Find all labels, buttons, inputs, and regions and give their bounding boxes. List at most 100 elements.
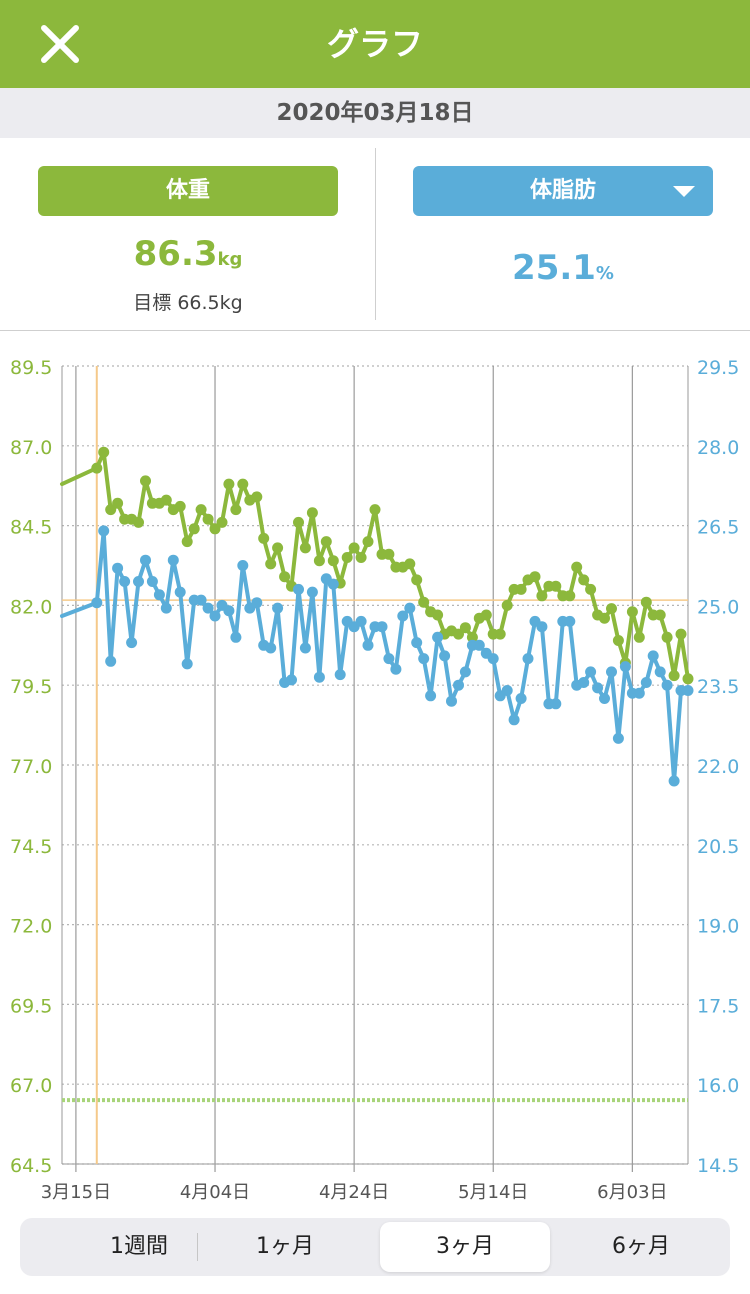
period-3-months[interactable]: 3ヶ月	[380, 1222, 550, 1272]
y-left-tick-label: 77.0	[10, 756, 52, 778]
body-fat-series-point	[453, 679, 464, 691]
weight-series-point	[550, 580, 562, 592]
body-fat-series-point	[459, 666, 471, 678]
y-left-tick-label: 74.5	[10, 836, 52, 858]
selected-date: 2020年03月18日	[0, 88, 750, 138]
weight-series-point	[564, 590, 576, 602]
body-fat-series-point	[181, 658, 193, 670]
body-fat-series-point	[599, 693, 610, 704]
body-fat-series-point	[585, 666, 597, 678]
weight-series-point	[536, 590, 548, 602]
y-right-tick-label: 26.5	[697, 517, 739, 539]
body-fat-series-point	[237, 560, 249, 571]
body-fat-series-point	[265, 642, 277, 654]
body-fat-dropdown[interactable]: 体脂肪	[413, 166, 713, 216]
period-divider	[197, 1233, 198, 1261]
body-fat-series-point	[251, 597, 263, 609]
body-fat-series-point	[293, 583, 304, 595]
y-left-tick-label: 69.5	[10, 995, 52, 1017]
weight-tab-button[interactable]: 体重	[38, 166, 338, 216]
body-fat-series-point	[160, 602, 172, 614]
weight-series-point	[299, 542, 311, 554]
page-title: グラフ	[326, 25, 423, 63]
weight-series-point	[668, 670, 680, 682]
weight-series-point	[181, 536, 193, 548]
weight-series-point	[453, 628, 464, 640]
body-fat-series-point	[112, 562, 124, 574]
body-fat-series-point	[119, 576, 131, 587]
body-fat-series-point	[612, 732, 624, 744]
body-fat-series-point	[362, 639, 374, 651]
body-fat-series-point	[619, 661, 631, 673]
weight-series-point	[411, 574, 423, 586]
body-fat-series-point	[334, 669, 346, 681]
period-1-month[interactable]: 1ヶ月	[256, 1234, 314, 1259]
weight-series-point	[230, 504, 242, 516]
weight-fat-chart[interactable]: 89.5 29.5 87.0 28.0 84.5 26.5 82.0 25.0 79.5 23.5…	[0, 331, 750, 1211]
y-right-tick-label: 22.0	[697, 756, 739, 778]
body-fat-series-point	[91, 597, 103, 609]
weight-series-point	[466, 631, 478, 643]
body-fat-series-point	[195, 594, 207, 606]
body-fat-series-point	[432, 631, 444, 643]
body-fat-series-line	[60, 528, 690, 783]
body-fat-number: 25.1	[512, 248, 596, 288]
weight-series-point	[626, 606, 638, 618]
body-fat-series-point	[133, 576, 144, 587]
period-6-months[interactable]: 6ヶ月	[612, 1234, 670, 1259]
weight-series-point	[480, 609, 492, 621]
body-fat-label: 体脂肪	[529, 178, 596, 203]
body-fat-series-point	[390, 663, 402, 675]
weight-series-point	[313, 555, 325, 567]
weight-series-point	[327, 555, 339, 567]
body-fat-series-point	[140, 554, 151, 566]
period-selector: 1週間 1ヶ月 3ヶ月 6ヶ月	[20, 1218, 730, 1276]
close-button[interactable]	[30, 14, 90, 74]
body-fat-series-point	[425, 690, 437, 702]
body-fat-series-point	[473, 639, 485, 651]
y-right-tick-label: 16.0	[697, 1075, 739, 1097]
weight-series-point	[599, 612, 610, 624]
body-fat-series-point	[202, 602, 214, 614]
y-left-tick-label: 79.5	[10, 676, 52, 698]
weight-series-point	[682, 673, 694, 685]
weight-series-point	[258, 532, 270, 544]
body-fat-series-point	[153, 589, 165, 601]
body-fat-series-point	[633, 687, 645, 699]
weight-series-point	[640, 596, 652, 608]
body-fat-series-point	[327, 578, 339, 590]
weight-series-point	[501, 599, 513, 611]
weight-series-point	[133, 516, 144, 528]
weight-series-point	[383, 548, 395, 560]
body-fat-series-point	[272, 602, 284, 614]
body-fat-series-point	[397, 610, 409, 622]
y-left-tick-label: 87.0	[10, 437, 52, 459]
body-fat-series-point	[126, 637, 138, 649]
body-fat-series-point	[564, 615, 576, 627]
body-fat-series-point	[299, 642, 311, 654]
weight-series-point	[578, 574, 590, 586]
body-fat-series-point	[536, 621, 548, 633]
weight-series-point	[661, 631, 673, 643]
weight-series-point	[341, 552, 353, 563]
body-fat-series-point	[606, 666, 617, 678]
y-right-tick-label: 19.0	[697, 916, 739, 938]
weight-series-point	[272, 542, 284, 554]
weight-series-point	[188, 523, 200, 535]
weight-series-point	[112, 497, 124, 509]
y-right-tick-label: 20.5	[697, 836, 739, 858]
header-bar: グラフ	[0, 0, 750, 88]
body-fat-series-point	[174, 586, 186, 598]
body-fat-series-point	[98, 525, 110, 537]
body-fat-series-point	[376, 621, 388, 633]
body-fat-series-point	[508, 714, 520, 726]
period-1-week[interactable]: 1週間	[110, 1234, 168, 1259]
y-left-tick-label: 72.0	[10, 916, 52, 938]
weight-series-point	[251, 491, 263, 503]
y-right-tick-label: 28.0	[697, 437, 739, 459]
weight-series-point	[98, 446, 110, 458]
body-fat-series-point	[640, 677, 652, 688]
y-right-tick-label: 14.5	[697, 1155, 739, 1177]
y-right-tick-label: 25.0	[697, 596, 739, 618]
body-fat-series-point	[647, 650, 659, 662]
